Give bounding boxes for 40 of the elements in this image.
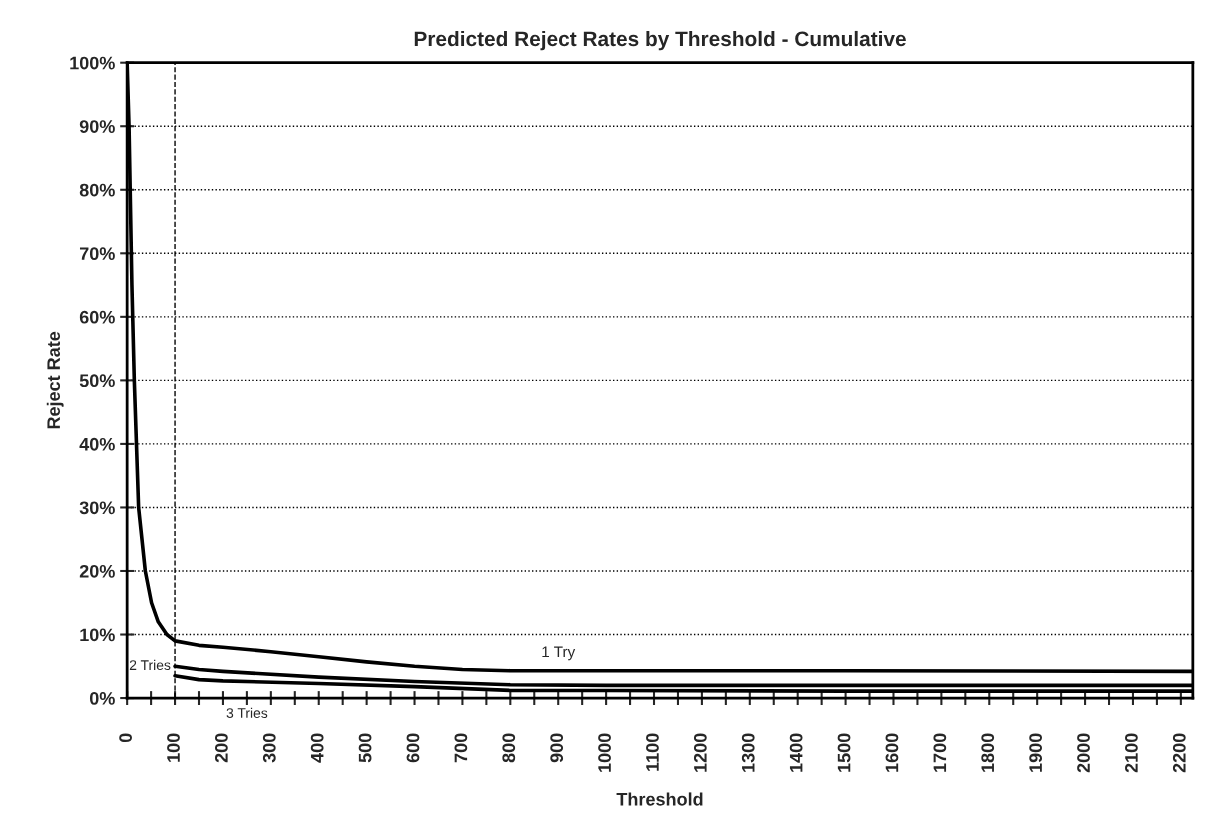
y-tick-label: 80% (79, 183, 115, 197)
y-tick-label: 70% (79, 247, 115, 261)
x-tick-label: 500 (358, 733, 372, 763)
x-tick-label: 1900 (1029, 733, 1043, 772)
y-tick-label: 40% (79, 437, 115, 451)
x-tick-label: 1800 (981, 733, 995, 772)
x-tick-label: 600 (406, 733, 420, 763)
x-tick-label: 300 (262, 733, 276, 763)
x-tick-label: 1000 (598, 733, 611, 772)
y-tick-label: 0% (89, 691, 115, 705)
x-tick-label: 2100 (1125, 733, 1138, 773)
x-tick-label: 1200 (693, 733, 707, 772)
y-axis-title: Reject Rate (46, 331, 64, 429)
x-tick-label: 2200 (1172, 733, 1186, 773)
x-tick-label: 1100 (646, 733, 659, 771)
y-tick-label: 10% (80, 628, 115, 642)
series-label: 2 Tries (129, 659, 171, 671)
x-tick-label: 400 (310, 733, 324, 763)
x-tick-label: 800 (502, 733, 516, 763)
x-tick-label: 900 (550, 733, 564, 763)
x-tick-label: 1300 (741, 733, 755, 772)
y-tick-label: 20% (79, 564, 115, 578)
y-tick-label: 50% (79, 374, 115, 388)
x-tick-label: 0 (119, 733, 132, 743)
x-tick-label: 100 (167, 733, 180, 762)
x-tick-label: 200 (215, 733, 228, 763)
x-tick-label: 700 (454, 733, 468, 763)
x-axis-title: Threshold (616, 792, 703, 806)
y-tick-label: 90% (79, 120, 115, 133)
y-tick-label: 30% (79, 501, 115, 515)
series-label: 3 Tries (226, 707, 268, 718)
x-tick-label: 1700 (933, 733, 947, 772)
series-label: 1 Try (542, 646, 576, 661)
chart-title: Predicted Reject Rates by Threshold - Cumulative (414, 30, 906, 51)
y-tick-label: 60% (79, 310, 115, 324)
x-tick-label: 2000 (1077, 733, 1090, 773)
y-tick-label: 100% (70, 56, 115, 70)
x-tick-label: 1400 (789, 733, 803, 772)
x-tick-label: 1600 (885, 733, 899, 772)
x-tick-label: 1500 (837, 733, 851, 772)
